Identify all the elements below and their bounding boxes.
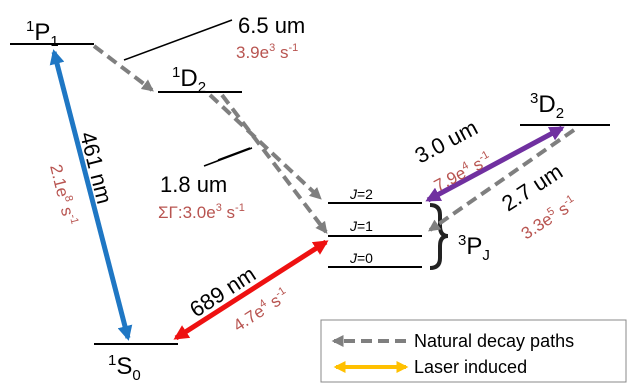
laser-arrow-689nm <box>173 239 329 341</box>
level-label-3d2: 3D2 <box>530 90 564 122</box>
level-label-1p1: 1P1 <box>26 18 59 50</box>
decay-arrow-1d2-3p2 <box>208 93 322 200</box>
wavelength-6-5um: 6.5 um <box>238 13 305 38</box>
leader-line-6-5um <box>123 19 233 61</box>
rate-6-5um: 3.9e3 s-1 <box>236 42 298 62</box>
brace-3pj <box>429 203 449 270</box>
laser-arrow-461nm <box>49 49 133 341</box>
level-label-3pj: 3PJ <box>458 232 490 264</box>
wavelength-1-8um: 1.8 um <box>160 172 227 197</box>
laser-arrow-3um <box>425 125 565 203</box>
sublevel-label-j1: J=1 <box>349 218 373 234</box>
level-label-1d2: 1D2 <box>172 64 206 96</box>
legend: Natural decay paths Laser induced <box>320 319 627 383</box>
leader-line-1-8um <box>203 147 253 167</box>
sublevel-label-j0: J=0 <box>349 250 373 266</box>
decay-arrow-1d2-3p1 <box>220 93 328 234</box>
sublevel-label-j2: J=2 <box>349 186 373 202</box>
legend-decay-label: Natural decay paths <box>414 331 574 351</box>
legend-laser-label: Laser induced <box>414 357 527 377</box>
level-label-1s0: 1S0 <box>108 352 141 384</box>
rate-1-8um: ΣΓ:3.0e3 s-1 <box>158 202 245 222</box>
rate-461nm: 2.1e8 s-1 <box>46 162 80 227</box>
